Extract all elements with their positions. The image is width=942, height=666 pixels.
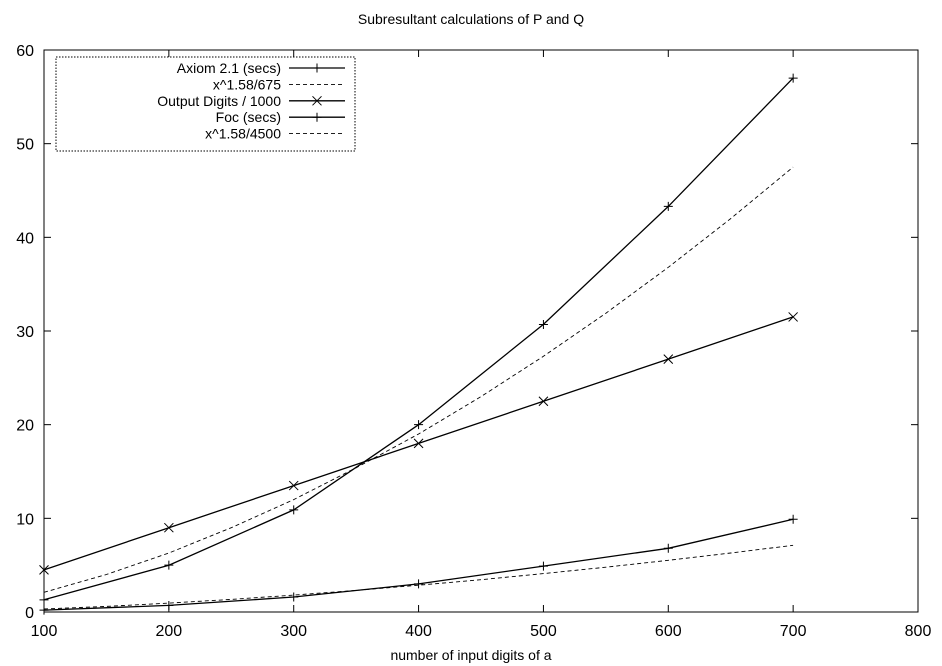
axes: 100 200 300 400 500 600 700 800 0 10 20 30 40 50 60	[16, 43, 931, 640]
data-point	[39, 595, 49, 605]
y-tick-label: 10	[16, 511, 34, 528]
data-point	[788, 73, 798, 83]
legend-label: x^1.58/4500	[205, 126, 281, 142]
data-point	[538, 396, 549, 407]
x-tick-label: 200	[156, 623, 183, 640]
chart-title: Subresultant calculations of P and Q	[358, 11, 584, 27]
legend-marker	[312, 112, 322, 122]
data-point	[164, 560, 174, 570]
data-point	[289, 505, 299, 515]
x-tick-label: 100	[31, 623, 58, 640]
data-point	[413, 438, 424, 449]
data-point	[39, 564, 49, 575]
data-point	[663, 354, 674, 364]
data-point	[663, 543, 673, 553]
legend-marker	[312, 95, 322, 106]
x-tick-label: 700	[780, 623, 807, 640]
y-tick-label: 20	[16, 418, 34, 435]
series-line	[43, 544, 794, 610]
series-2	[39, 312, 798, 575]
x-tick-label: 400	[405, 623, 432, 640]
data-point	[663, 201, 673, 211]
legend-marker	[312, 63, 322, 73]
series-line	[43, 77, 794, 601]
series-3	[39, 514, 798, 615]
x-tick-label: 800	[905, 623, 932, 640]
x-axis-label: number of input digits of a	[390, 647, 551, 663]
legend-label: x^1.58/675	[213, 76, 281, 92]
x-tick-label: 600	[655, 623, 682, 640]
x-tick-label: 500	[530, 623, 557, 640]
data-point	[164, 600, 174, 610]
y-tick-label: 40	[16, 230, 34, 247]
legend-label: Axiom 2.1 (secs)	[177, 60, 281, 76]
data-point	[164, 522, 174, 533]
data-point	[538, 319, 548, 329]
data-point	[788, 514, 798, 524]
data-point	[288, 480, 299, 491]
data-point	[538, 561, 548, 571]
legend-label: Foc (secs)	[216, 109, 281, 125]
series-line	[43, 518, 794, 611]
y-tick-label: 0	[25, 605, 34, 622]
x-tick-label: 300	[280, 623, 307, 640]
data-point	[414, 420, 424, 430]
series-1	[43, 166, 794, 593]
legend-label: Output Digits / 1000	[157, 93, 281, 109]
y-tick-label: 30	[16, 324, 34, 341]
data-point	[289, 592, 299, 602]
series-0	[39, 73, 798, 605]
data-point	[788, 312, 798, 322]
plot-area	[39, 73, 798, 615]
legend-box	[55, 56, 356, 152]
series-line	[43, 166, 794, 593]
y-tick-label: 60	[16, 43, 34, 60]
data-point	[39, 605, 49, 615]
y-tick-label: 50	[16, 137, 34, 154]
data-point	[414, 579, 424, 589]
series-4	[43, 544, 794, 610]
